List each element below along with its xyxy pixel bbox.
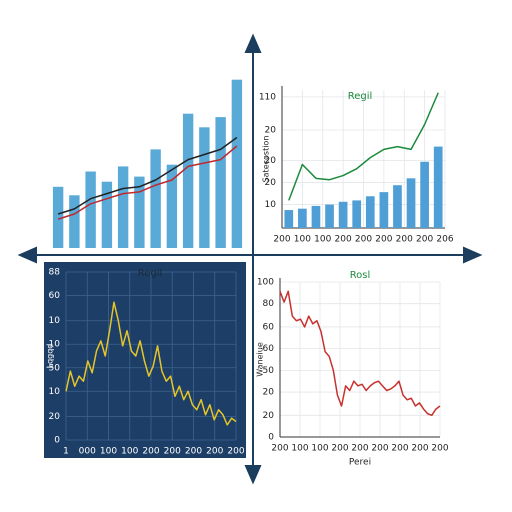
chart-title: Regil (138, 268, 163, 279)
y-tick-label: 20 (265, 126, 277, 136)
bar (166, 164, 178, 248)
arrow-left (17, 246, 37, 264)
x-tick-label: 200 (371, 444, 388, 454)
x-tick-label: 200 (185, 447, 202, 457)
x-tick-label: 100 (100, 447, 117, 457)
bar (117, 166, 129, 248)
chart-title: Regil (348, 91, 373, 102)
y-tick-label: 80 (263, 299, 275, 309)
bar (101, 181, 113, 248)
x-tick-label: 200 (206, 447, 223, 457)
arrow-down (244, 465, 262, 485)
y-tick-label: 20 (265, 156, 277, 166)
y-tick-label: 10 (49, 387, 61, 397)
x-tick-label: 206 (436, 235, 453, 245)
bar (134, 176, 145, 248)
x-tick-label: 000 (79, 447, 96, 457)
bar (393, 185, 402, 228)
y-axis-label: Satecostion (262, 136, 271, 183)
x-tick-label: 200 (391, 444, 408, 454)
data-line (288, 92, 439, 201)
bar (298, 208, 307, 228)
data-line (65, 301, 237, 426)
arrow-right (463, 246, 483, 264)
x-tick-label: 200 (331, 444, 348, 454)
arrow-up (244, 33, 262, 53)
bar (215, 117, 226, 248)
bar (52, 186, 64, 248)
x-tick-label: 200 (351, 444, 368, 454)
x-tick-label: 100 (294, 235, 311, 245)
y-tick-label: 60 (49, 291, 61, 301)
bar (420, 161, 429, 228)
bar (406, 178, 416, 228)
y-tick-label: 50 (49, 363, 61, 373)
y-tick-label: 50 (263, 366, 275, 376)
x-tick-label: 200 (416, 235, 433, 245)
x-tick-label: 200 (396, 235, 413, 245)
data-line (57, 145, 238, 220)
y-tick-label: 20 (49, 412, 61, 422)
x-tick-label: 100 (121, 447, 138, 457)
bar (69, 195, 80, 248)
y-tick-label: 100 (257, 278, 274, 288)
y-tick-label: 0 (54, 436, 60, 446)
y-tick-label: 10 (49, 316, 61, 326)
chart-title: Rosl (350, 270, 371, 281)
bar (352, 200, 362, 228)
x-tick-label: 100 (314, 235, 331, 245)
bar (231, 79, 243, 248)
bar (311, 205, 321, 228)
y-axis-label: Lqgqd (46, 344, 55, 369)
x-tick-label: 200 (335, 235, 352, 245)
x-tick-label: 200 (431, 444, 448, 454)
x-tick-label: 1 (63, 447, 69, 457)
x-tick-label: 200 (227, 447, 244, 457)
x-tick-label: 100 (311, 444, 328, 454)
y-axis-label: Waneiue (256, 342, 265, 377)
bar (182, 113, 194, 248)
bar (433, 146, 443, 228)
bar (150, 149, 161, 248)
y-tick-label: 110 (259, 92, 276, 102)
y-tick-label: 0 (268, 433, 274, 443)
x-tick-label: 200 (164, 447, 181, 457)
y-tick-label: 60 (263, 344, 275, 354)
bar (85, 171, 96, 248)
y-tick-label: 20 (265, 178, 277, 188)
y-tick-label: 60 (263, 322, 275, 332)
y-tick-label: 20 (263, 411, 275, 421)
x-tick-label: 200 (142, 447, 159, 457)
y-tick-label: 10 (49, 340, 61, 350)
data-line (57, 136, 238, 215)
x-tick-label: 200 (355, 235, 372, 245)
x-tick-label: 200 (375, 235, 392, 245)
bar (284, 210, 294, 228)
quadrant-axes (17, 33, 483, 485)
data-line (279, 290, 441, 417)
y-tick-label: 20 (263, 388, 275, 398)
bar (199, 127, 210, 248)
x-axis-label: Perei (349, 458, 371, 468)
x-tick-label: 100 (291, 444, 308, 454)
x-tick-label: 200 (271, 444, 288, 454)
x-tick-label: 200 (273, 235, 290, 245)
bar (338, 201, 348, 228)
bar (379, 192, 389, 228)
y-tick-label: 10 (265, 200, 277, 210)
bar (365, 196, 375, 228)
y-tick-label: 88 (49, 268, 61, 278)
x-tick-label: 200 (411, 444, 428, 454)
bar (325, 204, 334, 228)
